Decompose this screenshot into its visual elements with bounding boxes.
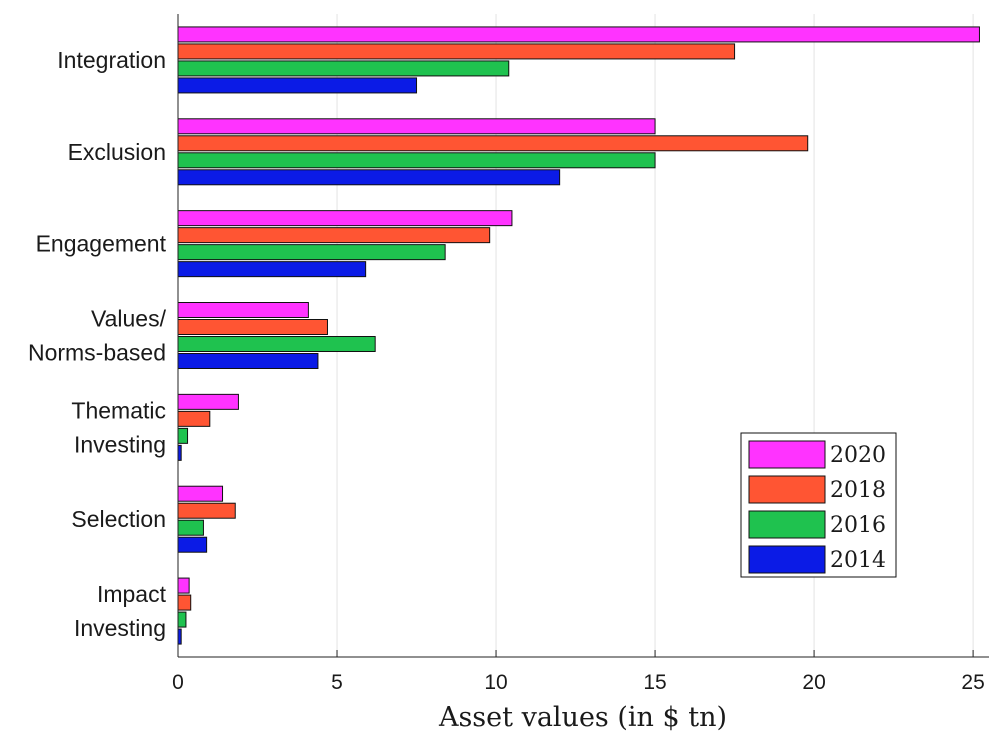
- x-tick-label: 25: [961, 671, 984, 694]
- bar: [177, 244, 446, 261]
- legend-swatch: [748, 510, 826, 539]
- bar: [177, 485, 224, 502]
- bar: [177, 427, 189, 444]
- category-label: Exclusion: [68, 139, 166, 165]
- bar: [177, 169, 561, 186]
- bar: [177, 152, 656, 169]
- x-tick-label: 15: [643, 671, 666, 694]
- legend: 2020 2018 2016 2014: [740, 432, 897, 578]
- legend-label: 2018: [830, 478, 886, 503]
- x-tick-label: 0: [172, 671, 184, 694]
- bar: [177, 210, 513, 227]
- bar: [177, 43, 736, 60]
- x-tick-label: 5: [331, 671, 343, 694]
- legend-label: 2020: [830, 443, 886, 468]
- bar: [177, 536, 208, 553]
- x-axis-label: Asset values (in $ tn): [438, 702, 727, 733]
- legend-swatch: [748, 545, 826, 574]
- legend-swatch: [748, 440, 826, 469]
- bar: [177, 319, 328, 335]
- category-label: Investing: [74, 431, 166, 457]
- bar: [177, 410, 211, 427]
- bar: [177, 77, 418, 94]
- bar: [177, 519, 204, 536]
- legend-swatch: [748, 475, 826, 504]
- x-tick-label: 20: [802, 671, 825, 694]
- bar: [177, 336, 376, 352]
- axes: [177, 14, 989, 658]
- legend-label: 2016: [830, 513, 886, 538]
- category-label: Engagement: [36, 231, 167, 257]
- bar: [177, 502, 236, 519]
- x-tick-label: 10: [484, 671, 507, 694]
- bar: [177, 393, 239, 410]
- bar: [177, 302, 309, 318]
- category-label: Norms-based: [28, 340, 166, 366]
- x-ticks: 0 5 10 15 20 25: [172, 650, 985, 694]
- category-label: Values/: [91, 306, 167, 332]
- bar: [177, 60, 510, 77]
- bar: [177, 118, 656, 135]
- bar: [177, 577, 190, 594]
- category-label: Selection: [71, 506, 166, 532]
- bar: [177, 227, 491, 244]
- bar: [177, 135, 809, 152]
- category-label: Integration: [57, 47, 166, 73]
- category-label: Impact: [97, 581, 167, 607]
- legend-label: 2014: [830, 548, 886, 573]
- category-labels: Integration Exclusion Engagement Values/Nor…: [28, 47, 167, 641]
- bar: [177, 611, 187, 628]
- bar: [177, 594, 192, 611]
- category-label: Thematic: [71, 397, 166, 423]
- category-label: Investing: [74, 615, 166, 641]
- bars: [177, 26, 980, 645]
- bar: [177, 353, 319, 369]
- bar: [177, 261, 367, 278]
- bar: [177, 26, 980, 43]
